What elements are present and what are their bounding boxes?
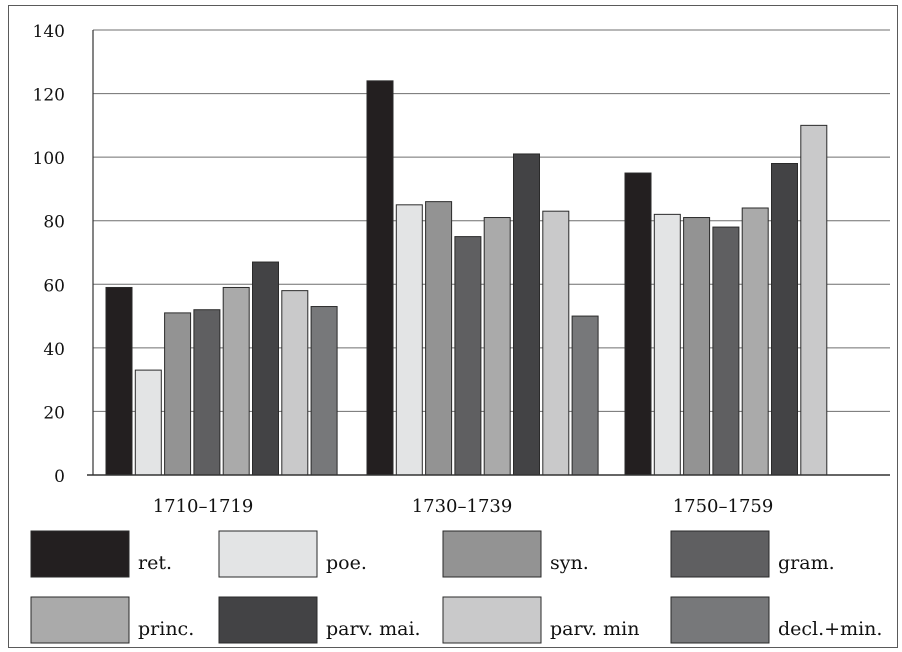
legend-label: decl.+min.: [778, 618, 882, 640]
legend-label: syn.: [550, 552, 589, 574]
y-tick-label: 80: [43, 213, 65, 233]
bar-poe-1: [395, 204, 423, 476]
legend-swatch: [670, 596, 770, 644]
legend-label: parv. mai.: [326, 618, 421, 640]
x-tick-label: 1750–1759: [673, 496, 774, 517]
bars: [105, 80, 828, 476]
bar-parv-mai-2: [771, 163, 798, 476]
x-tick-label: 1710–1719: [153, 496, 254, 517]
bar-syn-1: [425, 201, 453, 476]
legend-label: parv. min: [550, 618, 639, 640]
bar-princ-1: [483, 217, 511, 476]
bar-parv-min-1: [542, 210, 570, 476]
y-tick-label: 100: [33, 149, 65, 169]
bar-ret-2: [624, 172, 652, 476]
x-tick-label: 1730–1739: [412, 496, 513, 517]
legend-label: gram.: [778, 552, 835, 574]
y-tick-label: 40: [43, 340, 65, 360]
chart-frame: 0 20 40 60 80 100 120 140 1710–1719 1730–1739 1750…: [8, 5, 898, 648]
bar-gram-0: [193, 309, 221, 476]
legend: ret. poe. syn. gram. princ. parv. mai. parv. m…: [30, 530, 882, 644]
bar-poe-2: [653, 213, 681, 476]
legend-label: ret.: [138, 552, 172, 574]
bar-ret-1: [366, 80, 394, 476]
bar-decl-min-1: [571, 315, 599, 476]
bar-princ-2: [741, 207, 769, 476]
bar-parv-mai-0: [252, 261, 279, 476]
y-tick-label: 140: [33, 22, 65, 42]
legend-swatch: [218, 530, 318, 578]
legend-swatch: [670, 530, 770, 578]
bar-gram-2: [712, 226, 740, 476]
legend-label: princ.: [138, 618, 194, 640]
bar-syn-0: [164, 312, 192, 476]
bar-syn-2: [683, 217, 711, 476]
bar-gram-1: [454, 236, 482, 476]
y-tick-label: 20: [43, 403, 65, 423]
axes: 0 20 40 60 80 100 120 140 1710–1719 1730–1739 1750…: [33, 22, 890, 517]
bar-poe-0: [134, 369, 162, 476]
legend-swatch: [30, 596, 130, 644]
bar-chart: 0 20 40 60 80 100 120 140 1710–1719 1730–1739 1750…: [30, 22, 890, 644]
bar-ret-0: [105, 286, 133, 476]
bar-parv-min-0: [281, 290, 309, 476]
y-tick-label: 60: [43, 276, 65, 296]
legend-swatch: [442, 596, 542, 644]
y-tick-label: 120: [33, 86, 65, 106]
legend-swatch: [30, 530, 130, 578]
y-tick-label: 0: [54, 467, 65, 487]
bar-parv-min-2: [800, 124, 828, 476]
legend-label: poe.: [326, 552, 367, 574]
bar-parv-mai-1: [513, 153, 540, 476]
legend-swatch: [442, 530, 542, 578]
bar-decl-min-0: [310, 306, 338, 476]
bar-princ-0: [222, 286, 250, 476]
legend-swatch: [218, 596, 318, 644]
